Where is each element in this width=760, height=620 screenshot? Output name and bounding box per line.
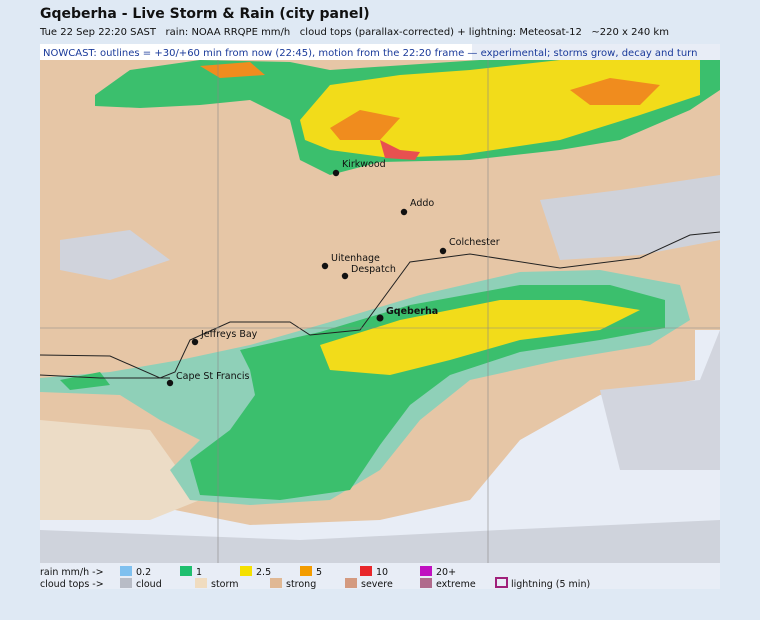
place-dot: [341, 272, 349, 280]
swatch: [300, 566, 312, 576]
legend-label: cloud: [136, 579, 162, 590]
swatch: [420, 578, 432, 588]
rain-10: [380, 140, 420, 160]
places: Kirkwood Addo Colchester Uitenhage Despa…: [166, 159, 500, 387]
place-label: Cape St Francis: [176, 371, 250, 382]
legend: rain mm/h -> cloud tops -> 0.2 1 2.5 5 1…: [40, 566, 590, 590]
legend-label: storm: [211, 579, 238, 590]
legend-title: cloud tops ->: [40, 579, 104, 590]
place-dot: [400, 208, 408, 216]
swatch: [360, 566, 372, 576]
swatch: [345, 578, 357, 588]
place-dot: [376, 314, 384, 322]
place-dot: [166, 379, 174, 387]
swatch: [120, 566, 132, 576]
legend-label: severe: [361, 579, 393, 590]
place-label: Despatch: [351, 264, 396, 275]
place-label: Addo: [410, 198, 434, 209]
place-dot: [439, 247, 447, 255]
legend-label: 20+: [436, 567, 456, 578]
banner-bg: [40, 44, 472, 60]
legend-label: 2.5: [256, 567, 271, 578]
legend-label: 10: [376, 567, 388, 578]
legend-label: 5: [316, 567, 322, 578]
cloud: [600, 330, 720, 470]
subtitle: Tue 22 Sep 22:20 SAST rain: NOAA RRQPE m…: [40, 27, 669, 38]
rain-1: [60, 372, 110, 390]
legend-title: rain mm/h ->: [40, 567, 104, 578]
cloud: [540, 175, 720, 260]
rain-2-5: [320, 300, 640, 375]
swatch: [120, 578, 132, 588]
legend-label: strong: [286, 579, 316, 590]
cloud: [60, 230, 170, 280]
swatch: [420, 566, 432, 576]
coastline: [39, 374, 170, 379]
legend-label: 0.2: [136, 567, 151, 578]
place-label: Colchester: [449, 237, 500, 248]
legend-bg: [40, 563, 720, 589]
swatch: [180, 566, 192, 576]
coastline: [39, 231, 721, 379]
title: Gqeberha - Live Storm & Rain (city panel…: [40, 6, 370, 22]
place-label: Uitenhage: [331, 253, 380, 264]
storm-tops: [40, 420, 200, 520]
rain-5: [200, 62, 660, 140]
swatch: [270, 578, 282, 588]
legend-label: extreme: [436, 579, 476, 590]
swatch: [195, 578, 207, 588]
place-dot: [332, 169, 340, 177]
place-label: Gqeberha: [386, 306, 438, 317]
place-label: Kirkwood: [342, 159, 386, 170]
legend-label: lightning (5 min): [511, 579, 590, 590]
banner: NOWCAST: outlines = +30/+60 min from now…: [43, 48, 697, 59]
legend-label: 1: [196, 567, 202, 578]
place-dot: [191, 338, 199, 346]
place-dot: [321, 262, 329, 270]
swatch: [495, 577, 508, 588]
place-label: Jeffreys Bay: [200, 329, 258, 340]
swatch: [240, 566, 252, 576]
rain-1: [190, 285, 665, 500]
